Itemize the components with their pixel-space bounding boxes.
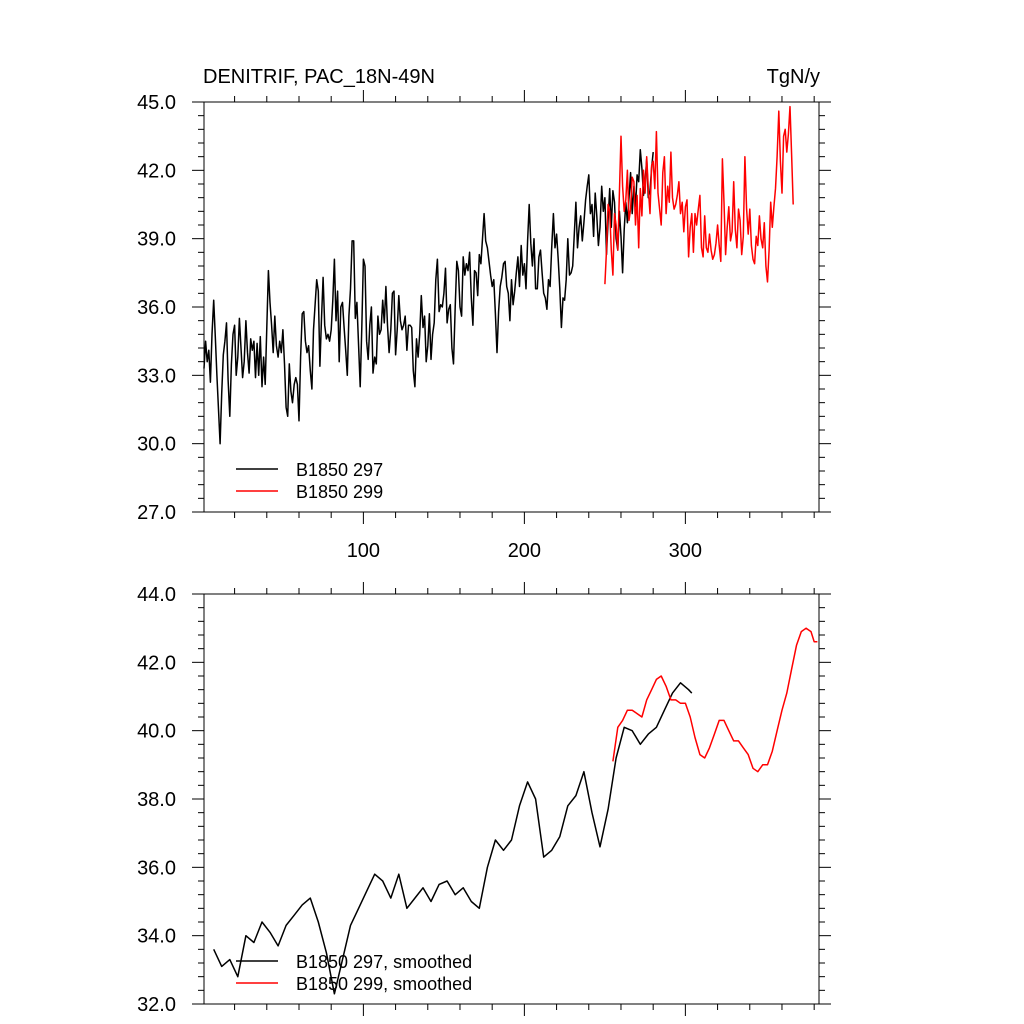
legend-label: B1850 299, smoothed — [296, 974, 472, 994]
series-line-red — [612, 627, 818, 773]
legend-label: B1850 297 — [296, 460, 383, 480]
y-tick-label: 45.0 — [137, 92, 176, 114]
x-tick-label: 300 — [669, 540, 702, 562]
y-tick-label: 42.0 — [137, 160, 176, 182]
units-label: TgN/y — [767, 66, 820, 88]
y-tick-label: 39.0 — [137, 229, 176, 251]
y-tick-label: 36.0 — [137, 297, 176, 319]
y-tick-label: 34.0 — [137, 926, 176, 948]
chart-marks: 27.0 30.0 33.0 36.0 39.0 42.0 45.0 100 200 300 — [137, 90, 831, 562]
y-tick-label: 44.0 — [137, 584, 176, 606]
series-line-black — [203, 149, 654, 445]
y-tick-label: 38.0 — [137, 789, 176, 811]
legend: B1850 297 B1850 299 — [236, 460, 383, 502]
bottom-panel: 32.0 34.0 36.0 38.0 40.0 42.0 44.0 B1850 297, … — [137, 582, 831, 1016]
y-tick-label: 27.0 — [137, 502, 176, 524]
x-tick-label: 200 — [508, 540, 541, 562]
legend-label: B1850 299 — [296, 482, 383, 502]
top-panel: DENITRIF, PAC_18N-49N TgN/y 27.0 30.0 33.0… — [137, 66, 831, 562]
chart-marks: 32.0 34.0 36.0 38.0 40.0 42.0 44.0 — [137, 582, 831, 1016]
plot-frame — [203, 101, 820, 513]
series-line-red — [604, 105, 794, 285]
x-tick-label: 100 — [347, 540, 380, 562]
y-tick-label: 32.0 — [137, 994, 176, 1016]
y-tick-label: 42.0 — [137, 652, 176, 674]
y-tick-label: 36.0 — [137, 857, 176, 879]
chart-title: DENITRIF, PAC_18N-49N — [203, 66, 435, 88]
series-line-black — [213, 682, 693, 995]
y-tick-label: 40.0 — [137, 721, 176, 743]
y-tick-label: 33.0 — [137, 365, 176, 387]
y-tick-label: 30.0 — [137, 434, 176, 456]
legend-label: B1850 297, smoothed — [296, 952, 472, 972]
legend: B1850 297, smoothed B1850 299, smoothed — [236, 952, 472, 994]
plot-frame — [203, 593, 820, 1005]
